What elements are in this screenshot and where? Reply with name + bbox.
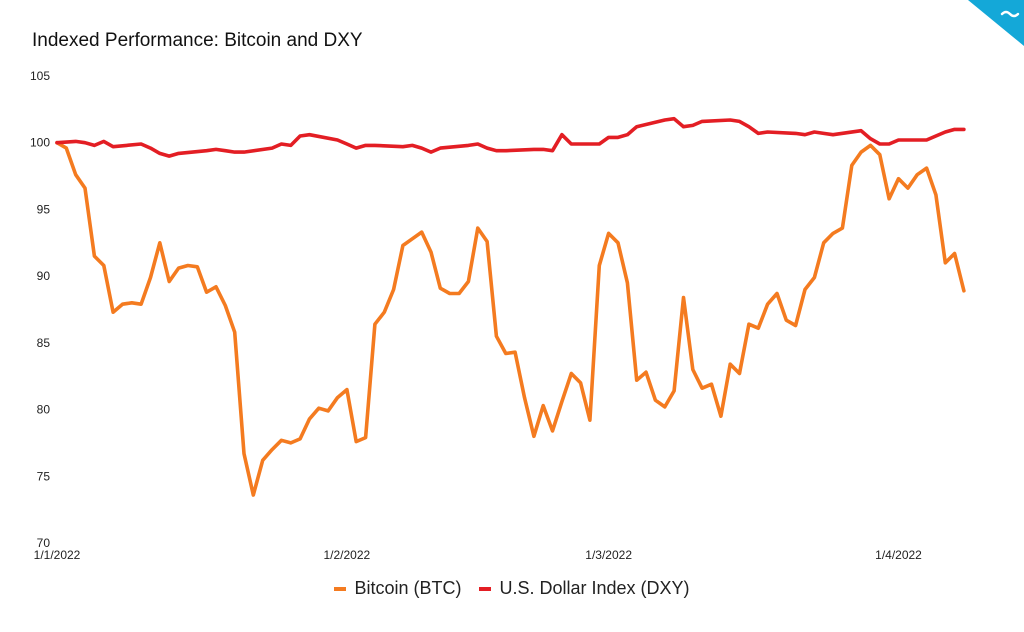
x-tick-label: 1/4/2022 — [875, 548, 922, 562]
legend-item: U.S. Dollar Index (DXY) — [479, 578, 690, 599]
y-tick-label: 100 — [30, 136, 50, 150]
legend-item: Bitcoin (BTC) — [334, 578, 461, 599]
y-tick-label: 75 — [37, 469, 51, 483]
x-tick-label: 1/3/2022 — [585, 548, 632, 562]
y-tick-label: 90 — [37, 269, 51, 283]
x-tick-label: 1/2/2022 — [323, 548, 370, 562]
legend-label: U.S. Dollar Index (DXY) — [499, 578, 690, 598]
series-layer — [55, 116, 966, 497]
y-tick-label: 70 — [37, 536, 51, 550]
brand-logo — [968, 0, 1024, 46]
series-line-dxy — [55, 116, 966, 158]
legend-swatch — [334, 586, 347, 591]
legend: Bitcoin (BTC) U.S. Dollar Index (DXY) — [0, 578, 1024, 599]
y-tick-label: 95 — [37, 202, 51, 216]
legend-swatch — [479, 586, 492, 591]
legend-label: Bitcoin (BTC) — [354, 578, 462, 598]
y-tick-label: 105 — [30, 69, 50, 83]
axis-layer: 70 75 80 85 90 95 100 105 1/1/2022 1/2/2022 1/3/20… — [30, 69, 922, 562]
x-tick-label: 1/1/2022 — [34, 548, 81, 562]
y-tick-label: 80 — [37, 403, 51, 417]
series-line-btc — [55, 140, 966, 497]
chart-title: Indexed Performance: Bitcoin and DXY — [32, 30, 363, 51]
y-tick-label: 85 — [37, 336, 51, 350]
